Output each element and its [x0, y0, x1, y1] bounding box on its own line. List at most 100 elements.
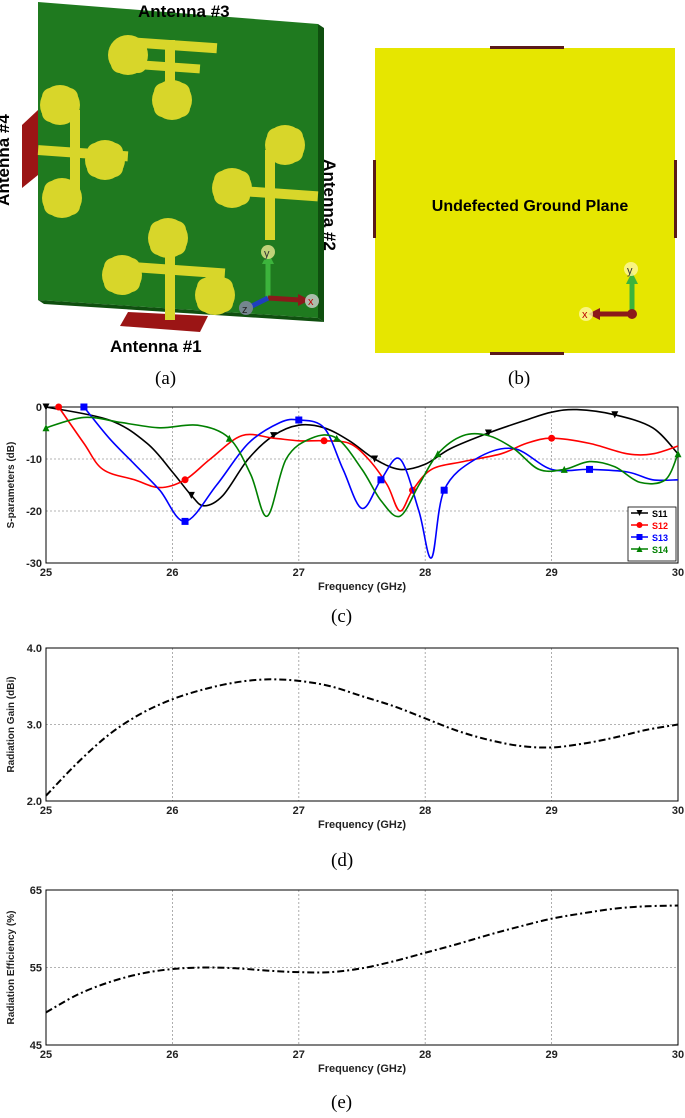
x-axis-label: Frequency (GHz) [318, 581, 406, 593]
series-0 [45, 678, 679, 797]
x-axis-label: Frequency (GHz) [318, 1063, 406, 1075]
data-point [440, 486, 448, 494]
data-point [187, 491, 195, 499]
axis-x-label-b: x [582, 309, 588, 321]
data-point [484, 429, 492, 437]
ground-port-right [674, 160, 677, 238]
data-point [320, 437, 328, 445]
series-s11 [42, 403, 679, 507]
x-axis-label: Frequency (GHz) [318, 819, 406, 831]
legend-entry: S14 [652, 545, 668, 555]
y-tick-label: 4.0 [27, 643, 42, 655]
ground-port-left [373, 160, 376, 238]
antenna-1-label: Antenna #1 [110, 337, 202, 356]
data-point [611, 411, 619, 419]
x-tick-label: 30 [672, 1049, 684, 1061]
antenna-4-label: Antenna #4 [0, 114, 13, 206]
data-point [636, 534, 643, 540]
y-axis-label: Radiation Gain (dBi) [6, 676, 17, 772]
panel-a-label: (a) [155, 368, 177, 389]
panel-d-label: (d) [331, 850, 354, 871]
data-point [333, 434, 341, 442]
antenna-array-model: y z x [22, 2, 324, 332]
y-tick-label: 0 [36, 402, 42, 414]
x-tick-label: 29 [545, 567, 557, 579]
axes-triad-a: y z x [239, 245, 319, 316]
x-tick-label: 27 [293, 1049, 305, 1061]
axis-z-label-a: z [242, 304, 248, 316]
ground-port-bottom [490, 352, 564, 355]
y-tick-label: -10 [26, 454, 42, 466]
data-point [295, 416, 303, 424]
y-axis-label: Radiation Efficiency (%) [6, 911, 17, 1025]
series-line [45, 416, 679, 518]
data-point [270, 432, 278, 440]
axes-triad-b: y x [579, 262, 638, 321]
data-point [560, 465, 568, 473]
antenna-4-port [22, 110, 38, 188]
legend-entry: S12 [652, 521, 668, 531]
data-point [371, 455, 379, 463]
legend: S11 S12 S13 S14 [627, 506, 677, 562]
data-point [674, 450, 682, 458]
x-tick-label: 28 [419, 567, 431, 579]
panel-b-label: (b) [508, 368, 531, 389]
antenna-1-port [120, 312, 208, 332]
panel-e-label: (e) [331, 1092, 353, 1113]
substrate [38, 2, 318, 318]
radiation-efficiency-chart: 25 26 27 28 29 30 65 55 45 Frequency (GHz) Radiati… [6, 885, 684, 1075]
grid [45, 406, 679, 564]
y-tick-label: -30 [26, 558, 42, 570]
substrate-edge [318, 24, 324, 322]
data-point [636, 510, 643, 516]
x-tick-label: 30 [672, 805, 684, 817]
y-tick-label: 55 [30, 963, 42, 975]
y-tick-label: 3.0 [27, 720, 42, 732]
legend-box [627, 506, 677, 562]
x-tick-label: 28 [419, 805, 431, 817]
x-tick-label: 26 [166, 805, 178, 817]
data-point [377, 476, 385, 484]
x-tick-label: 25 [40, 805, 52, 817]
x-tick-label: 26 [166, 1049, 178, 1061]
x-tick-label: 26 [166, 567, 178, 579]
antenna-2-label: Antenna #2 [319, 159, 339, 251]
x-tick-label: 27 [293, 567, 305, 579]
x-tick-label: 25 [40, 567, 52, 579]
x-tick-label: 28 [419, 1049, 431, 1061]
antenna-3-label: Antenna #3 [138, 2, 230, 21]
data-point [80, 403, 88, 411]
data-point [181, 476, 189, 484]
ground-plane-rect [375, 48, 675, 353]
grid [45, 647, 679, 802]
axis-y-label-b: y [627, 265, 633, 277]
series-line [45, 406, 679, 507]
x-tick-label: 29 [545, 1049, 557, 1061]
series-line [45, 678, 679, 797]
data-point [42, 403, 50, 411]
y-tick-label: -20 [26, 506, 42, 518]
s-parameters-chart: 25 26 27 28 29 30 0 -10 -20 -30 Frequency (GHz) S-p… [6, 402, 684, 593]
y-axis-label: S-parameters (dB) [6, 442, 17, 529]
data-point [548, 434, 556, 442]
panel-c-label: (c) [331, 606, 353, 627]
data-point [42, 424, 50, 432]
series-s13 [80, 403, 679, 559]
legend-entry: S13 [652, 533, 668, 543]
y-tick-label: 45 [30, 1040, 42, 1052]
ground-plane-caption: Undefected Ground Plane [431, 198, 629, 215]
plot-frame [45, 406, 679, 564]
substrate-bottom-edge [38, 300, 324, 322]
series-s14 [42, 416, 682, 518]
ground-plane: y x [373, 46, 677, 355]
x-tick-label: 27 [293, 805, 305, 817]
data-point [434, 450, 442, 458]
axis-y-label-a: y [264, 248, 270, 260]
data-point [586, 465, 594, 473]
radiation-gain-chart: 25 26 27 28 29 30 4.0 3.0 2.0 Frequency (GHz) Radi… [6, 643, 684, 831]
x-tick-label: 25 [40, 1049, 52, 1061]
data-point [181, 517, 189, 525]
y-tick-label: 65 [30, 885, 42, 897]
plot-frame [45, 889, 679, 1046]
patch-elements [37, 35, 319, 320]
